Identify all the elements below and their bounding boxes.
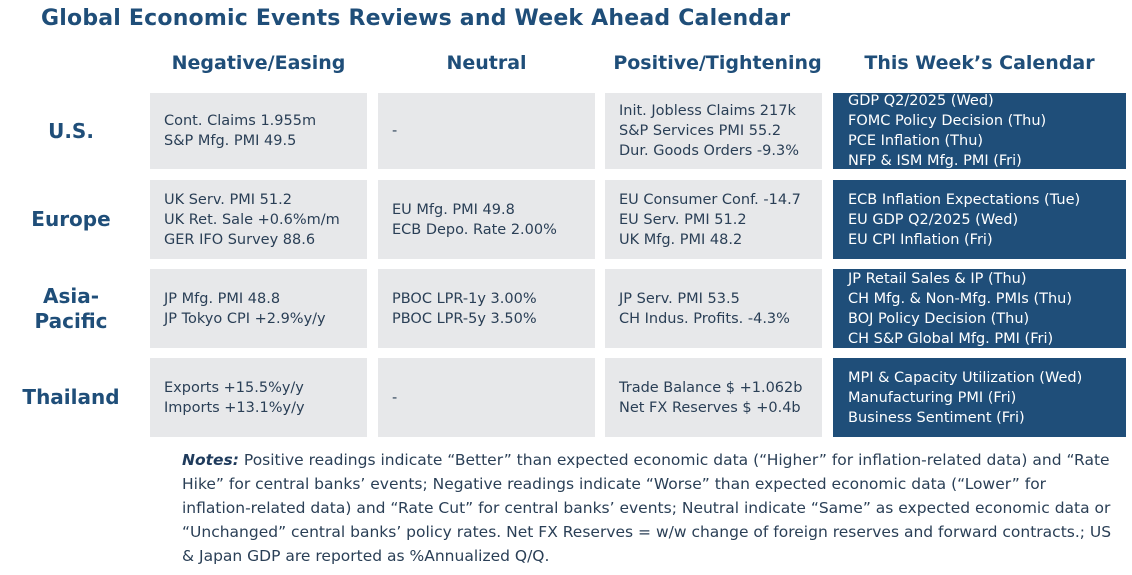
- cell-us-neutral: -: [378, 93, 595, 169]
- notes-text: Positive readings indicate “Better” than…: [182, 451, 1112, 565]
- cell-asia-neutral: PBOC LPR-1y 3.00% PBOC LPR-5y 3.50%: [378, 269, 595, 348]
- page-title: Global Economic Events Reviews and Week …: [41, 6, 791, 31]
- calendar-item: BOJ Policy Decision (Thu): [848, 310, 1030, 327]
- row-header-europe: Europe: [0, 180, 142, 259]
- cell-asia-negative: JP Mfg. PMI 48.8 JP Tokyo CPI +2.9%y/y: [150, 269, 367, 348]
- row-header-us: U.S.: [0, 93, 142, 169]
- data-item: Exports +15.5%y/y: [164, 379, 304, 396]
- region-line: U.S.: [48, 118, 94, 143]
- calendar-item: FOMC Policy Decision (Thu): [848, 113, 1047, 129]
- calendar-item: EU CPI Inflation (Fri): [848, 231, 993, 248]
- calendar-item: PCE Inflation (Thu): [848, 133, 984, 149]
- cell-asia-calendar: JP Retail Sales & IP (Thu) CH Mfg. & Non…: [833, 269, 1126, 348]
- footnote: Notes: Positive readings indicate “Bette…: [182, 448, 1117, 568]
- cell-us-positive: Init. Jobless Claims 217k S&P Services P…: [605, 93, 822, 169]
- data-item: Cont. Claims 1.955m: [164, 113, 317, 129]
- calendar-item: EU GDP Q2/2025 (Wed): [848, 211, 1019, 228]
- region-line: Europe: [31, 207, 111, 231]
- data-item: UK Ret. Sale +0.6%m/m: [164, 211, 340, 228]
- data-item: ECB Depo. Rate 2.00%: [392, 221, 557, 238]
- data-item: CH Indus. Profits. -4.3%: [619, 310, 790, 327]
- data-item: Dur. Goods Orders -9.3%: [619, 143, 799, 159]
- calendar-item: CH S&P Global Mfg. PMI (Fri): [848, 330, 1054, 347]
- calendar-item: JP Retail Sales & IP (Thu): [848, 270, 1027, 287]
- data-item: EU Serv. PMI 51.2: [619, 211, 747, 228]
- cell-us-negative: Cont. Claims 1.955m S&P Mfg. PMI 49.5: [150, 93, 367, 169]
- data-item: S&P Services PMI 55.2: [619, 123, 782, 139]
- calendar-item: ECB Inflation Expectations (Tue): [848, 191, 1081, 208]
- calendar-item: GDP Q2/2025 (Wed): [848, 93, 994, 109]
- data-item: EU Consumer Conf. -14.7: [619, 191, 801, 208]
- data-item: PBOC LPR-5y 3.50%: [392, 310, 537, 327]
- cell-europe-negative: UK Serv. PMI 51.2 UK Ret. Sale +0.6%m/m …: [150, 180, 367, 259]
- data-item: Net FX Reserves $ +0.4b: [619, 399, 801, 416]
- column-header-calendar: This Week’s Calendar: [864, 52, 1095, 74]
- data-item: -: [392, 123, 398, 139]
- data-item: Imports +13.1%y/y: [164, 399, 305, 416]
- data-item: JP Tokyo CPI +2.9%y/y: [164, 310, 326, 327]
- column-header-negative: Negative/Easing: [171, 52, 346, 74]
- notes-label: Notes:: [182, 451, 239, 469]
- data-item: UK Mfg. PMI 48.2: [619, 231, 743, 248]
- cell-europe-neutral: EU Mfg. PMI 49.8 ECB Depo. Rate 2.00%: [378, 180, 595, 259]
- cell-us-calendar: GDP Q2/2025 (Wed) FOMC Policy Decision (…: [833, 93, 1126, 169]
- cell-europe-positive: EU Consumer Conf. -14.7 EU Serv. PMI 51.…: [605, 180, 822, 259]
- calendar-item: Business Sentiment (Fri): [848, 409, 1025, 426]
- data-item: UK Serv. PMI 51.2: [164, 191, 292, 208]
- data-item: Trade Balance $ +1.062b: [619, 379, 803, 396]
- data-item: PBOC LPR-1y 3.00%: [392, 290, 537, 307]
- data-item: -: [392, 389, 398, 406]
- column-header-neutral: Neutral: [446, 52, 527, 74]
- region-line: Asia-: [42, 283, 100, 308]
- cell-thailand-neutral: -: [378, 358, 595, 437]
- calendar-item: Manufacturing PMI (Fri): [848, 389, 1017, 406]
- data-item: JP Mfg. PMI 48.8: [164, 290, 281, 307]
- data-item: JP Serv. PMI 53.5: [619, 290, 740, 307]
- calendar-item: CH Mfg. & Non-Mfg. PMIs (Thu): [848, 290, 1073, 307]
- region-line: Pacific: [34, 308, 108, 333]
- cell-thailand-negative: Exports +15.5%y/y Imports +13.1%y/y: [150, 358, 367, 437]
- calendar-item: MPI & Capacity Utilization (Wed): [848, 369, 1083, 386]
- row-header-asia-pacific: Asia- Pacific: [0, 269, 142, 348]
- data-item: EU Mfg. PMI 49.8: [392, 201, 515, 218]
- calendar-item: NFP & ISM Mfg. PMI (Fri): [848, 153, 1022, 169]
- cell-asia-positive: JP Serv. PMI 53.5 CH Indus. Profits. -4.…: [605, 269, 822, 348]
- column-header-positive: Positive/Tightening: [613, 52, 822, 74]
- cell-thailand-positive: Trade Balance $ +1.062b Net FX Reserves …: [605, 358, 822, 437]
- data-item: S&P Mfg. PMI 49.5: [164, 133, 297, 149]
- cell-europe-calendar: ECB Inflation Expectations (Tue) EU GDP …: [833, 180, 1126, 259]
- region-line: Thailand: [22, 385, 120, 409]
- row-header-thailand: Thailand: [0, 358, 142, 437]
- cell-thailand-calendar: MPI & Capacity Utilization (Wed) Manufac…: [833, 358, 1126, 437]
- data-item: GER IFO Survey 88.6: [164, 231, 316, 248]
- data-item: Init. Jobless Claims 217k: [619, 103, 796, 119]
